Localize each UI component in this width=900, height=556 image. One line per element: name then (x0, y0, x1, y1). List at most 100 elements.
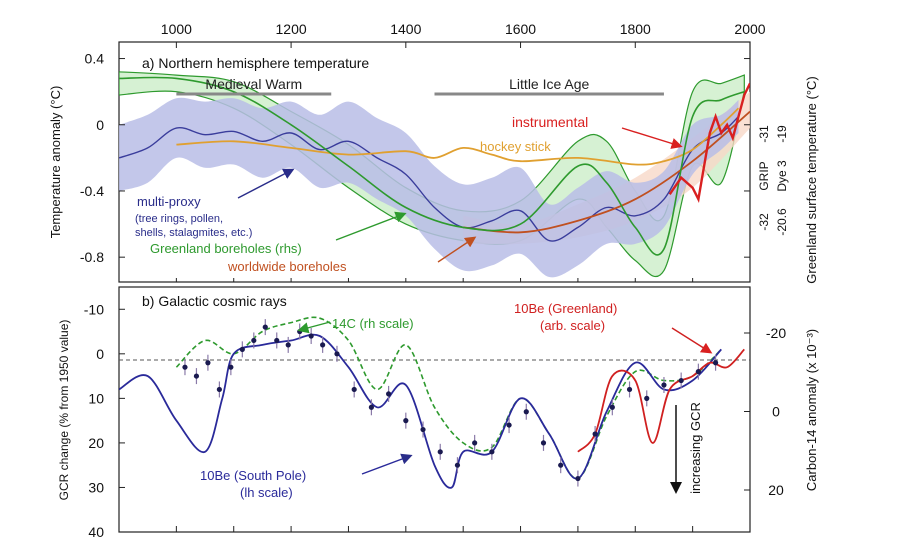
panel-b-frame (118, 286, 751, 533)
gcr-point-12 (320, 342, 326, 348)
right-label-grip: GRIP (757, 161, 771, 190)
x-tick-label-1000: 1000 (161, 21, 192, 37)
gcr-point-29 (609, 404, 615, 410)
y-tick-label-a-1: 0 (96, 117, 104, 133)
panel-b-lines (119, 316, 745, 489)
annotation-be-greenland-2: (arb. scale) (540, 318, 605, 333)
gcr-point-28 (592, 431, 598, 437)
annotation-hockey-stick: hockey stick (480, 139, 551, 154)
right-axis-b-title: Carbon-14 anomaly (x 10⁻³) (804, 329, 819, 491)
right-label-dye3: Dye 3 (775, 160, 789, 192)
line-10be-south-pole (119, 333, 722, 489)
gcr-point-7 (262, 324, 268, 330)
right-axis-a: -31 -19 GRIP Dye 3 -32 -20.6 Greenland s… (757, 76, 819, 284)
gcr-point-35 (712, 360, 719, 366)
gcr-point-11 (308, 333, 314, 339)
annotation-multiproxy-3: shells, stalagmites, etc.) (135, 227, 252, 239)
annotation-14c: 14C (rh scale) (332, 316, 414, 331)
line-greenland-boreholes (119, 76, 745, 256)
y-tick-label-b-5: 40 (88, 524, 104, 540)
gcr-point-15 (368, 404, 374, 410)
gcr-point-1 (193, 373, 200, 379)
x-tick-label-2000: 2000 (734, 21, 765, 37)
arrow-multiproxy (237, 168, 295, 199)
line-instrumental (668, 82, 750, 203)
x-tick-label-1400: 1400 (390, 21, 421, 37)
arrow-be-south (361, 453, 413, 475)
panel-b: -10 0 10 20 30 40 -20 0 20 b) Galactic cosmic ra… (57, 293, 819, 540)
annotation-worldwide-boreholes: worldwide boreholes (227, 259, 347, 274)
gcr-point-20 (454, 462, 461, 468)
y-tick-label-a-3: -0.8 (80, 249, 104, 265)
gcr-point-16 (386, 391, 392, 397)
gcr-point-24 (523, 409, 529, 415)
gcr-point-33 (678, 377, 684, 384)
y-tick-label-a-0: 0.4 (85, 51, 105, 67)
arrow-instrumental (621, 127, 683, 149)
right-tick-label-b-2: 20 (768, 482, 784, 498)
gcr-point-26 (558, 462, 564, 468)
annotation-multiproxy-1: multi-proxy (137, 194, 201, 209)
gcr-point-2 (205, 360, 211, 366)
band-multiproxy (119, 97, 739, 278)
y-tick-label-b-2: 10 (88, 390, 104, 406)
line-10be-greenland (577, 348, 745, 453)
gcr-point-9 (285, 342, 291, 348)
annotation-be-south-1: 10Be (South Pole) (200, 468, 306, 483)
gcr-point-32 (661, 382, 667, 388)
right-axis-a-title: Greenland surface temperature (°C) (804, 76, 819, 284)
arrow-greenland-boreholes (335, 211, 407, 241)
gcr-point-5 (239, 346, 245, 352)
annotation-14c-text: 14C (rh scale) (332, 316, 414, 331)
gcr-point-23 (506, 422, 512, 428)
panel-a-title: a) Northern hemisphere temperature (142, 55, 369, 71)
gcr-point-18 (420, 426, 426, 433)
panel-b-axes: -10 0 10 20 30 40 -20 0 20 (84, 301, 787, 540)
right-tick-label-b-0: -20 (766, 325, 786, 341)
x-tick-label-1800: 1800 (620, 21, 651, 37)
y-tick-label-a-2: -0.4 (80, 183, 104, 199)
x-tick-label-1200: 1200 (276, 21, 307, 37)
arrow-14c (297, 321, 331, 334)
x-tick-label-1600: 1600 (505, 21, 536, 37)
right-label-neg19: -19 (775, 125, 789, 143)
panel-a: 1000 1200 1400 1600 1800 2000 0.4 0 -0.4 -0.8 a) … (48, 21, 819, 284)
annotation-multiproxy-2: (tree rings, pollen, (135, 213, 223, 225)
gcr-point-30 (626, 386, 633, 393)
period-label-1: Little Ice Age (509, 76, 589, 92)
panel-b-points (182, 319, 719, 487)
gcr-point-8 (274, 337, 280, 344)
gcr-point-17 (403, 418, 409, 424)
y-tick-label-b-1: 0 (96, 346, 104, 362)
gcr-point-19 (437, 449, 443, 455)
period-label-0: Medieval Warm (205, 76, 302, 92)
left-axis-a-title: Temperature anomaly (°C) (48, 86, 63, 239)
gcr-point-21 (472, 440, 478, 446)
arrow-be-greenland (671, 327, 713, 354)
gcr-point-25 (540, 440, 547, 446)
annotation-be-greenland-1: 10Be (Greenland) (514, 301, 617, 316)
gcr-point-34 (695, 369, 701, 375)
y-tick-label-b-4: 30 (88, 479, 104, 495)
label-increasing-gcr: increasing GCR (688, 402, 703, 494)
gcr-point-13 (334, 351, 340, 357)
gcr-point-22 (489, 449, 495, 455)
y-tick-label-b-0: -10 (84, 301, 104, 317)
y-tick-label-b-3: 20 (88, 435, 104, 451)
right-label-neg20-6: -20.6 (775, 208, 789, 236)
gcr-point-4 (228, 364, 234, 370)
panel-a-axes: 1000 1200 1400 1600 1800 2000 0.4 0 -0.4 -0.8 (80, 21, 766, 282)
panel-a-lines (119, 76, 750, 256)
line-worldwide-boreholes (463, 110, 750, 234)
gcr-point-14 (351, 386, 357, 393)
panel-b-title: b) Galactic cosmic rays (142, 293, 287, 309)
line-multiproxy (119, 115, 739, 242)
annotation-instrumental: instrumental (512, 114, 588, 130)
annotation-be-south-2: (lh scale) (240, 485, 293, 500)
right-label-neg32: -32 (757, 213, 771, 231)
left-axis-b-title: GCR change (% from 1950 value) (57, 320, 71, 501)
right-label-neg31: -31 (757, 125, 771, 143)
arrow-worldwide-boreholes (437, 236, 477, 263)
period-bars: Medieval Warm Little Ice Age (176, 76, 664, 96)
